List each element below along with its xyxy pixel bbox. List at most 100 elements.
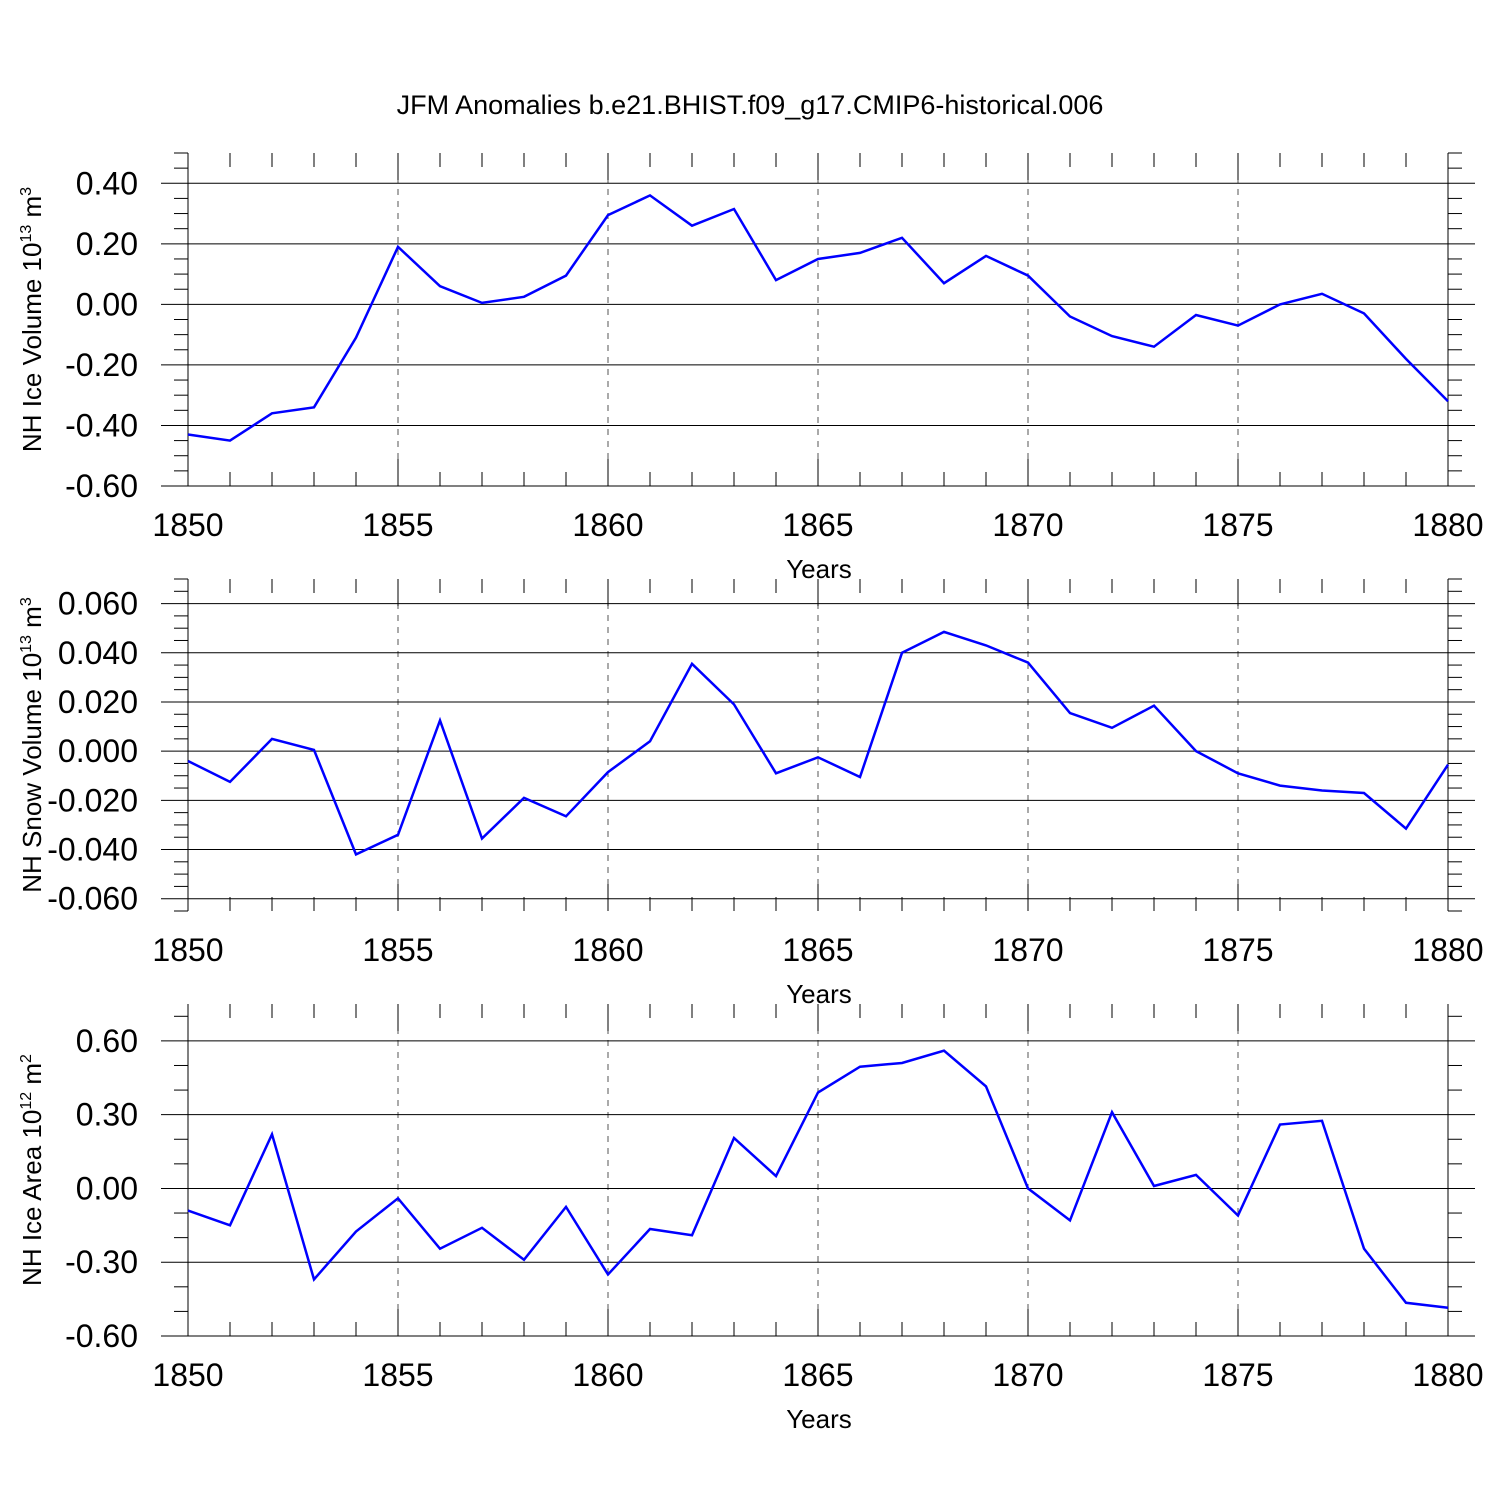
x-tick-label: 1870 — [992, 1357, 1063, 1393]
data-point — [1321, 293, 1323, 295]
series-line — [187, 630, 1450, 857]
data-point — [733, 703, 735, 705]
x-tick-label: 1880 — [1412, 507, 1483, 543]
x-tick-label: 1850 — [152, 932, 223, 968]
data-point — [1153, 1185, 1155, 1187]
data-point — [1195, 750, 1197, 752]
y-tick-label: 0.040 — [58, 635, 138, 671]
data-point — [733, 208, 735, 210]
x-tick-label: 1880 — [1412, 1357, 1483, 1393]
y-tick-label: 0.060 — [58, 586, 138, 622]
data-point — [649, 194, 651, 196]
y-tick-label: 0.020 — [58, 684, 138, 720]
x-axis-label: Years — [786, 554, 852, 584]
data-point — [943, 1050, 945, 1052]
x-tick-label: 1855 — [362, 1357, 433, 1393]
y-tick-label: 0.000 — [58, 733, 138, 769]
data-point — [523, 797, 525, 799]
data-point — [817, 258, 819, 260]
data-point — [1405, 358, 1407, 360]
y-tick-label: -0.30 — [65, 1244, 138, 1280]
data-point — [481, 302, 483, 304]
data-point — [439, 719, 441, 721]
y-tick-label: -0.020 — [47, 782, 138, 818]
y-tick-label: -0.60 — [65, 468, 138, 504]
x-tick-label: 1850 — [152, 507, 223, 543]
y-tick-label: 0.20 — [76, 226, 138, 262]
y-tick-label: -0.20 — [65, 347, 138, 383]
data-point — [1405, 828, 1407, 830]
data-point — [565, 1206, 567, 1208]
data-point — [1111, 335, 1113, 337]
data-point — [1237, 772, 1239, 774]
data-point — [817, 756, 819, 758]
data-point — [649, 740, 651, 742]
data-point — [1363, 792, 1365, 794]
data-point — [229, 440, 231, 442]
data-point — [397, 1197, 399, 1199]
data-point — [691, 663, 693, 665]
data-point — [985, 1085, 987, 1087]
x-tick-label: 1870 — [992, 932, 1063, 968]
data-point — [859, 252, 861, 254]
data-point — [1447, 764, 1449, 766]
x-tick-label: 1860 — [572, 932, 643, 968]
y-tick-label: 0.00 — [76, 286, 138, 322]
y-tick-label: -0.40 — [65, 407, 138, 443]
data-point — [775, 1175, 777, 1177]
y-tick-label: -0.040 — [47, 832, 138, 868]
panel-2: 0.060 0.040 0.020 0.000 -0.020 -0.040 -0.060 18… — [17, 578, 1484, 1009]
x-tick-label: 1870 — [992, 507, 1063, 543]
data-point — [1363, 1248, 1365, 1250]
data-point — [1195, 314, 1197, 316]
data-point — [271, 1133, 273, 1135]
data-point — [985, 644, 987, 646]
data-point — [565, 275, 567, 277]
x-tick-label: 1865 — [782, 1357, 853, 1393]
data-point — [1279, 785, 1281, 787]
data-point — [1363, 312, 1365, 314]
data-point — [1321, 789, 1323, 791]
data-point — [1195, 1174, 1197, 1176]
data-point — [565, 815, 567, 817]
y-axis-label: NH Ice Area 1012 m2 — [17, 1054, 47, 1286]
data-point — [229, 781, 231, 783]
x-tick-label: 1875 — [1202, 932, 1273, 968]
y-axis-label: NH Snow Volume 1013 m3 — [17, 597, 47, 893]
data-point — [1069, 712, 1071, 714]
series-line — [187, 1049, 1449, 1309]
data-point — [229, 1224, 231, 1226]
x-axis-label: Years — [786, 1404, 852, 1434]
data-point — [1069, 1219, 1071, 1221]
data-point — [1279, 303, 1281, 305]
data-point — [1321, 1120, 1323, 1122]
chart-title: JFM Anomalies b.e21.BHIST.f09_g17.CMIP6-… — [397, 90, 1104, 120]
x-tick-label: 1855 — [362, 507, 433, 543]
data-point — [1405, 1302, 1407, 1304]
data-point — [397, 834, 399, 836]
data-point — [775, 772, 777, 774]
data-point — [859, 1066, 861, 1068]
data-point — [607, 771, 609, 773]
data-point — [1279, 1124, 1281, 1126]
x-tick-label: 1880 — [1412, 932, 1483, 968]
data-point — [439, 1248, 441, 1250]
data-point — [523, 1259, 525, 1261]
y-tick-label: 0.30 — [76, 1097, 138, 1133]
x-tick-label: 1875 — [1202, 507, 1273, 543]
data-point — [1153, 705, 1155, 707]
data-point — [355, 337, 357, 339]
y-tick-label: -0.60 — [65, 1318, 138, 1354]
panel-3: 0.60 0.30 0.00 -0.30 -0.60 1850 1855 1860 1865 18… — [17, 1004, 1484, 1434]
data-point — [901, 652, 903, 654]
data-point — [355, 853, 357, 855]
data-point — [1027, 662, 1029, 664]
y-axis-label: NH Ice Volume 1013 m3 — [17, 187, 47, 452]
x-axis-label: Years — [786, 979, 852, 1009]
data-point — [439, 285, 441, 287]
x-tick-label: 1855 — [362, 932, 433, 968]
data-point — [1237, 1214, 1239, 1216]
panel-1: 0.40 0.20 0.00 -0.20 -0.40 -0.60 1850 1855 1860 1… — [17, 152, 1484, 584]
x-tick-label: 1860 — [572, 507, 643, 543]
